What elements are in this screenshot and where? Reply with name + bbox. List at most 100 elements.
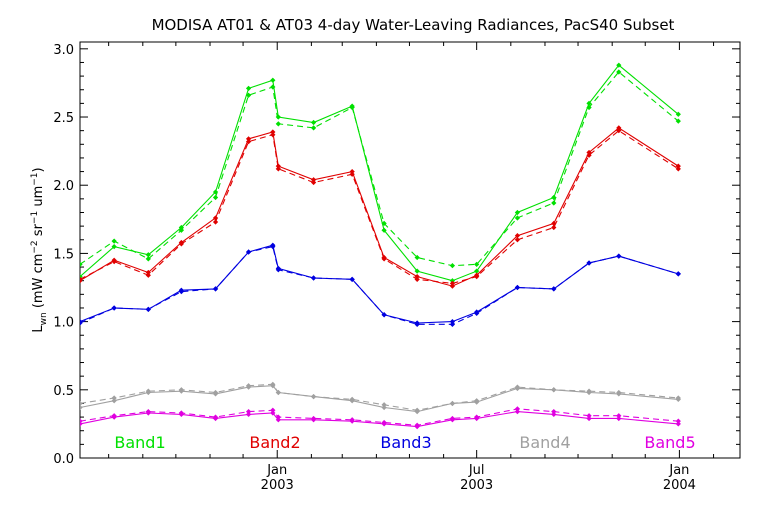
x-tick-label-year: 2004: [663, 478, 696, 493]
band5-at01-point: [270, 410, 276, 416]
band3-at01-point: [245, 249, 252, 255]
band3-at01-point: [381, 312, 387, 318]
band2-at01-point: [80, 278, 83, 284]
band3-at01-point: [349, 276, 355, 282]
band1-at01-point: [212, 189, 219, 195]
band4-at01-point: [275, 389, 281, 396]
band4-at01-point: [111, 398, 117, 404]
band1-at01-point: [349, 103, 355, 109]
band1-at01-point: [586, 100, 592, 107]
band5-at01-point: [616, 415, 622, 422]
y-axis-label-part: −1: [30, 172, 40, 185]
band3-at01-point: [414, 320, 420, 326]
band4-at01-point: [245, 384, 252, 390]
band1-at01-point: [675, 111, 681, 117]
band2-at01-point: [514, 233, 521, 239]
y-tick-label: 2.0: [53, 179, 74, 194]
band3-at01-point: [212, 286, 219, 292]
band2-at01-point: [381, 254, 387, 261]
band1-at01-point: [414, 268, 420, 274]
y-tick-label: 1.5: [53, 247, 74, 262]
y-axis-label-part: −2: [30, 240, 40, 253]
band1-at03-point: [275, 121, 281, 127]
band3-at01-point: [80, 318, 83, 325]
band5-at01-point: [212, 415, 219, 422]
series-group: [80, 62, 681, 430]
x-tick-label-year: 2003: [261, 478, 294, 493]
y-tick-label: 0.5: [53, 384, 74, 399]
band4-at01-point: [212, 391, 219, 397]
band4-at01-point: [381, 404, 387, 411]
plot-frame: [79, 41, 741, 459]
x-tick-label-month: Jan: [266, 463, 287, 478]
legend-band3: Band3: [380, 433, 431, 452]
x-tick-label-month: Jan: [668, 463, 689, 478]
band2-at01-point: [349, 168, 355, 175]
band3-at01-point: [474, 309, 480, 315]
band2-at01-point: [551, 220, 557, 227]
y-tick-label: 3.0: [53, 43, 74, 58]
band1-at03-point: [212, 194, 219, 201]
band1-at03-point: [675, 118, 681, 124]
band1-at01-line: [80, 64, 679, 282]
band5-at01-point: [414, 424, 420, 430]
band3-at01-point: [275, 265, 281, 272]
band2-at01-point: [178, 239, 184, 246]
band2-at01-point: [449, 283, 456, 289]
band5-at01-point: [474, 415, 480, 422]
band3-at01-point: [111, 305, 117, 311]
y-axis-label-part: L: [31, 325, 46, 333]
band2-at01-point: [474, 272, 480, 278]
band5-at01-point: [381, 421, 387, 427]
band3-at01-point: [514, 284, 521, 291]
band1-at01-point: [514, 209, 521, 216]
band1-at03-point: [245, 92, 252, 98]
band3-at01-line: [80, 244, 679, 324]
band5-at01-point: [245, 411, 252, 417]
band2-at03-point: [514, 237, 521, 243]
band4-at01-point: [449, 400, 456, 407]
band3-at01-point: [616, 253, 622, 259]
band5-at01-point: [551, 411, 557, 417]
band5-at01-point: [178, 411, 184, 417]
band5-at01-point: [111, 414, 117, 420]
band5-at01-point: [80, 421, 83, 427]
y-axis-label-part: um: [31, 186, 46, 211]
band4-at01-point: [675, 396, 681, 402]
band4-at01-point: [310, 393, 317, 400]
band4-at01-point: [349, 398, 355, 404]
y-axis-label-part: sr: [31, 223, 46, 240]
y-tick-label: 1.0: [53, 316, 74, 331]
band3-at01-point: [270, 242, 276, 248]
band3-at01-point: [675, 271, 681, 277]
band4-at01-point: [616, 391, 622, 397]
band1-at01-point: [275, 114, 281, 120]
band2-at03-point: [551, 224, 557, 231]
band3-at01-point: [310, 275, 317, 281]
band4-at03-point: [80, 400, 83, 407]
band2-at01-point: [245, 136, 252, 142]
band5-at01-point: [145, 410, 151, 416]
chart-title: MODISA AT01 & AT03 4-day Water-Leaving R…: [152, 16, 675, 34]
band2-at01-point: [616, 125, 622, 131]
band2-at01-point: [111, 257, 117, 263]
band2-at01-point: [270, 129, 276, 135]
band5-at01-point: [449, 417, 456, 423]
x-tick-label-year: 2003: [460, 478, 493, 493]
band5-at01-point: [349, 418, 355, 424]
band3-at01-point: [586, 260, 592, 266]
y-axis-label-part: (mW cm: [31, 254, 46, 313]
band3-at01-point: [449, 318, 456, 325]
y-axis-label: Lwn (mW cm−2 sr−1 um−1): [30, 167, 49, 332]
legend-band5: Band5: [644, 433, 695, 452]
y-axis-label-part: wn: [39, 312, 49, 325]
band1-at01-point: [381, 227, 387, 233]
band1-at03-point: [474, 261, 480, 267]
band3-at03-line: [80, 245, 679, 325]
band5-at01-point: [310, 417, 317, 423]
band3-at01-point: [551, 286, 557, 292]
legend-band1: Band1: [114, 433, 165, 452]
band1-at01-point: [270, 77, 276, 83]
band1-at03-point: [616, 69, 622, 75]
